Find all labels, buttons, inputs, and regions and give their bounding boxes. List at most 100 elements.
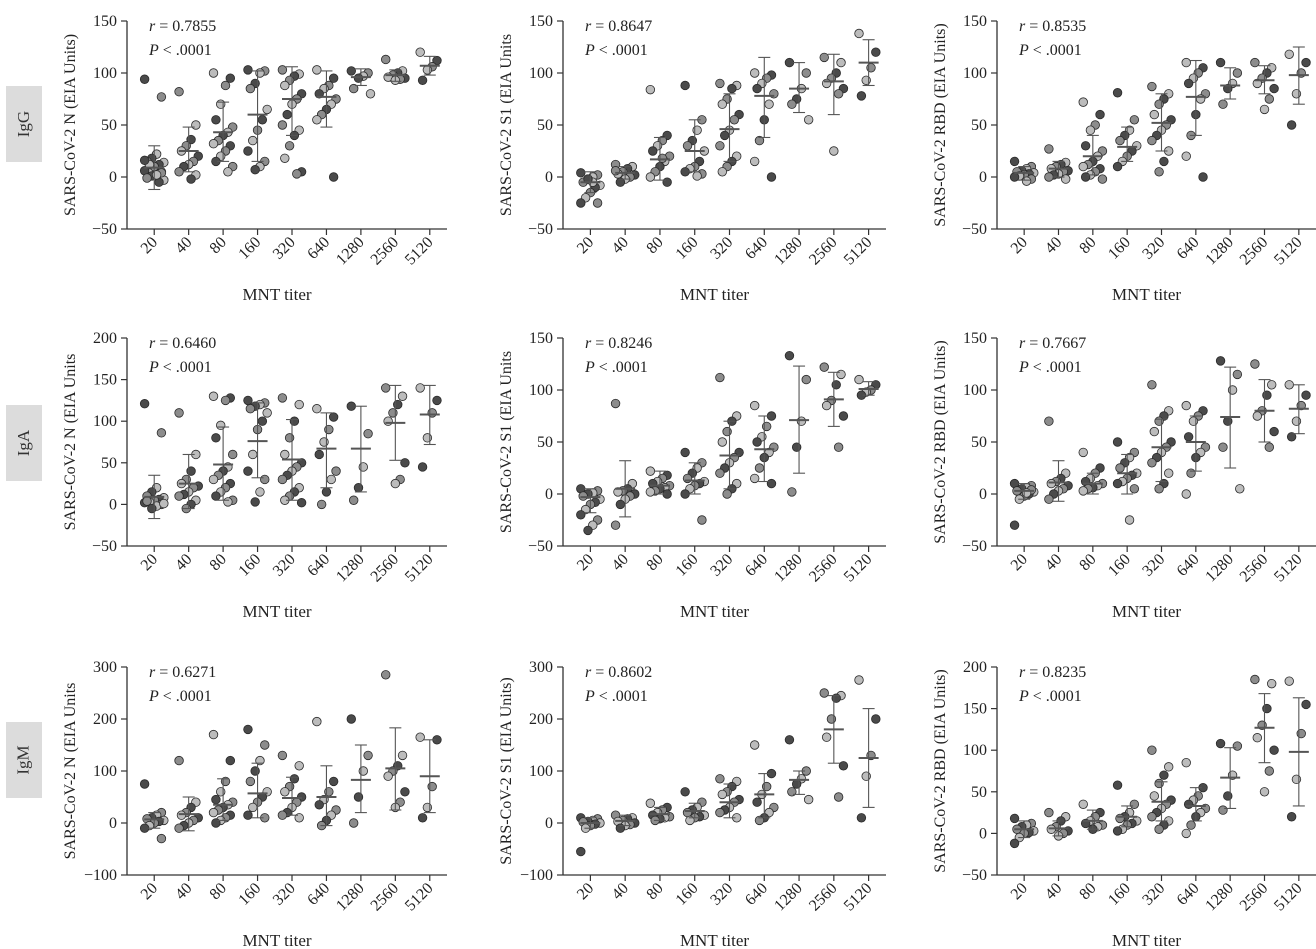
p-value: < .0001	[595, 42, 648, 59]
x-tick-label: 5120	[402, 880, 437, 915]
data-point	[289, 416, 300, 426]
y-tick-label: 200	[963, 659, 987, 676]
x-tick-label: 640	[304, 551, 333, 580]
data-point	[1218, 805, 1228, 815]
data-point	[803, 794, 814, 805]
data-point	[139, 823, 150, 833]
data-point	[576, 198, 586, 208]
data-point	[250, 497, 260, 507]
data-point	[680, 787, 690, 797]
data-point	[717, 437, 728, 447]
x-tick-label: 1280	[1202, 880, 1237, 915]
x-tick-label: 5120	[1271, 234, 1306, 269]
data-point	[390, 478, 401, 489]
x-tick-label: 1280	[333, 234, 368, 269]
data-point	[1181, 400, 1191, 411]
data-point	[754, 135, 765, 146]
data-point	[381, 383, 391, 393]
data-point	[211, 115, 221, 125]
data-point	[417, 813, 428, 823]
data-point	[1181, 57, 1191, 68]
x-tick-label: 40	[1042, 551, 1065, 574]
x-tick-label: 5120	[841, 234, 876, 269]
data-point	[348, 83, 359, 94]
data-point	[139, 74, 150, 84]
data-point	[819, 362, 829, 372]
data-point	[697, 515, 707, 525]
data-point	[645, 466, 656, 476]
x-tick-label: 640	[742, 880, 771, 909]
row-label-iga: IgA	[6, 405, 42, 481]
data-point	[1284, 380, 1294, 390]
data-point	[262, 104, 272, 115]
data-point	[363, 428, 373, 439]
data-point	[417, 75, 428, 85]
data-point	[319, 437, 329, 447]
y-axis-title: SARS-CoV-2 S1 (EIA Units	[498, 34, 515, 216]
data-point	[257, 115, 268, 125]
data-point	[648, 146, 658, 156]
p-value-label: P < .0001	[148, 42, 212, 59]
data-point	[1021, 176, 1032, 186]
x-tick-label: 2560	[806, 551, 841, 586]
chart-panel-3: −50 0 50 100 150 20 40 80 160 320 640 1280 2560 5120 M…	[932, 13, 1316, 304]
data-point	[1149, 426, 1160, 437]
r-value-label: r = 0.8246	[585, 335, 652, 352]
y-tick-label: −50	[962, 867, 987, 884]
data-point	[277, 810, 288, 820]
data-point	[1147, 745, 1157, 755]
data-point	[1250, 674, 1260, 685]
y-tick-label: 0	[545, 169, 553, 186]
x-tick-label: 320	[270, 551, 299, 580]
y-tick-label: 100	[529, 65, 553, 82]
data-point	[680, 447, 690, 458]
data-point	[749, 473, 760, 484]
r-value: = 0.6271	[155, 664, 216, 681]
data-point	[139, 155, 150, 166]
data-point	[277, 393, 288, 403]
y-tick-label: 50	[537, 434, 553, 451]
data-point	[1218, 442, 1228, 452]
data-point	[296, 498, 307, 508]
data-point	[692, 125, 702, 135]
data-point	[1129, 799, 1140, 809]
y-tick-label: 0	[109, 815, 117, 832]
data-point	[427, 781, 437, 792]
data-point	[324, 787, 334, 797]
p-value-label: P < .0001	[1018, 688, 1082, 705]
data-point	[1269, 745, 1279, 755]
x-tick-label: 160	[673, 880, 702, 909]
r-value-label: r = 0.8235	[1019, 664, 1086, 681]
data-point	[801, 374, 811, 385]
data-point	[854, 675, 864, 685]
data-point	[348, 818, 359, 828]
data-point	[417, 462, 428, 472]
data-point	[836, 369, 846, 380]
data-point	[729, 115, 740, 125]
y-tick-label: 0	[979, 486, 987, 503]
y-axis-title: SARS-CoV-2 RBD (EIA Units)	[932, 669, 949, 872]
data-point	[250, 766, 260, 776]
data-point	[1252, 411, 1263, 421]
data-point	[312, 65, 322, 75]
data-point	[314, 449, 324, 460]
data-point	[1286, 120, 1297, 130]
x-tick-label: 2560	[806, 880, 841, 915]
data-point	[277, 474, 288, 485]
data-point	[752, 83, 762, 94]
x-tick-label: 5120	[402, 551, 437, 586]
data-point	[1284, 676, 1294, 686]
data-point	[142, 496, 152, 506]
data-point	[717, 167, 728, 177]
data-point	[715, 807, 725, 818]
data-point	[365, 89, 376, 99]
r-value: = 0.7855	[155, 18, 216, 35]
r-value: = 0.6460	[155, 335, 216, 352]
r-value-label: r = 0.8602	[585, 664, 652, 681]
r-symbol: r	[585, 335, 592, 352]
data-point	[1046, 478, 1057, 489]
r-symbol: r	[585, 18, 592, 35]
data-point	[257, 416, 268, 426]
data-point	[250, 165, 260, 175]
data-point	[277, 65, 288, 75]
